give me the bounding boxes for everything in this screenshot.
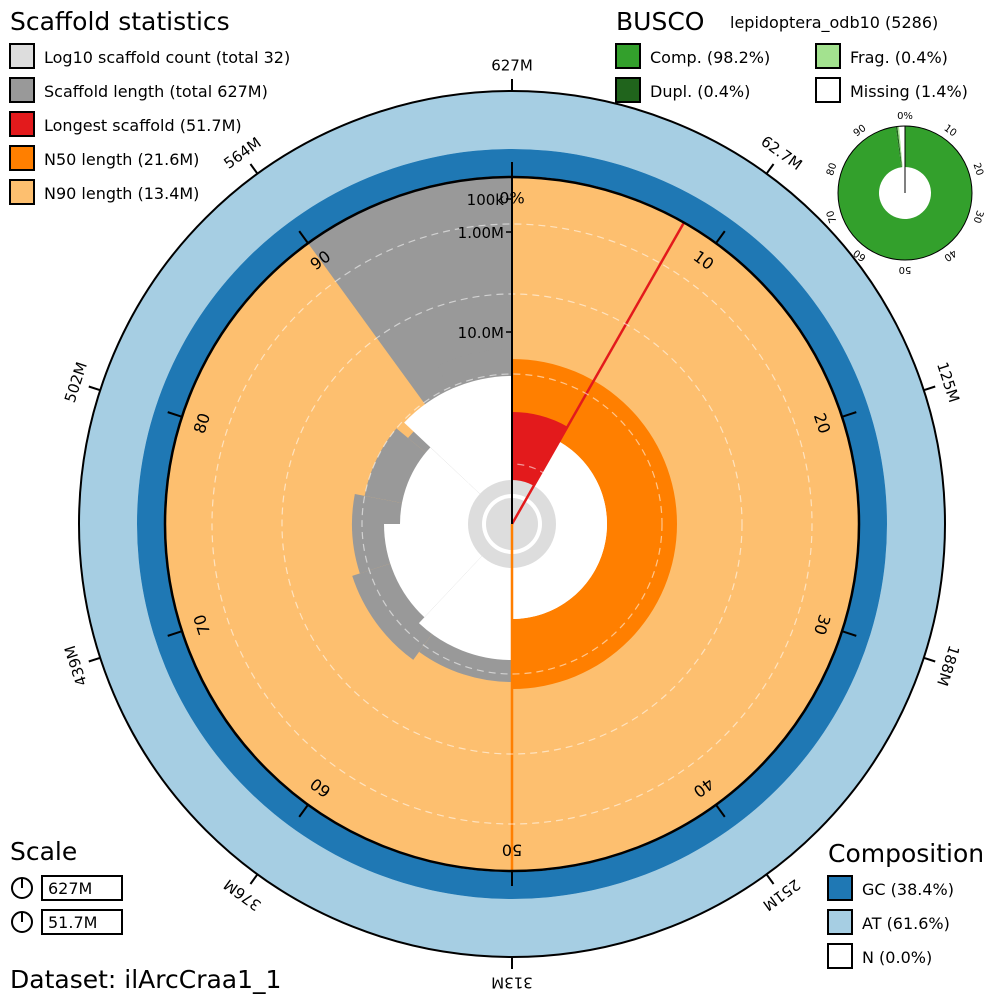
composition-heading: Composition — [828, 839, 984, 868]
busco-tick-label: 70 — [825, 209, 839, 225]
busco-tick-label: 0% — [897, 111, 913, 122]
busco-heading: BUSCO — [616, 7, 704, 36]
legend-swatch — [9, 43, 35, 69]
length-tick-label: 188M — [933, 643, 963, 688]
length-tick — [765, 873, 775, 885]
busco-legend-label: Dupl. (0.4%) — [650, 82, 750, 101]
busco-legend-swatch — [815, 77, 841, 103]
percent-tick — [298, 804, 309, 818]
dataset-label: Dataset: ilArcCraa1_1 — [10, 965, 281, 994]
busco-complete-segment — [838, 126, 973, 260]
legend-swatch — [9, 111, 35, 137]
length-tick-label: 439M — [61, 643, 91, 688]
busco-fragmented-segment — [897, 126, 903, 168]
percent-tick-label: 50 — [502, 841, 522, 860]
scale-heading: Scale — [10, 837, 77, 866]
busco-tick-label: 80 — [825, 162, 839, 178]
busco-legend-label: Comp. (98.2%) — [650, 48, 770, 67]
length-tick — [88, 656, 101, 663]
scale-value: 627M — [48, 879, 92, 898]
percent-tick-label: 0% — [499, 189, 524, 208]
busco-missing-segment — [899, 126, 905, 168]
grid-circle — [361, 373, 663, 675]
legend-label: Log10 scaffold count (total 32) — [44, 48, 290, 67]
n50-band — [512, 359, 677, 689]
composition-label: GC (38.4%) — [862, 880, 954, 899]
length-tick-label: 125M — [933, 360, 963, 405]
percent-tick — [167, 630, 183, 637]
length-tick-label: 627M — [491, 57, 533, 75]
length-tick-label: 251M — [759, 875, 803, 914]
length-tick-label: 313M — [491, 974, 533, 992]
percent-tick — [841, 630, 857, 637]
busco-legend-label: Frag. (0.4%) — [850, 48, 948, 67]
busco-legend-label: Missing (1.4%) — [850, 82, 968, 101]
composition-swatch — [827, 875, 853, 901]
busco-tick-label: 40 — [942, 247, 959, 263]
busco-tick-label: 50 — [899, 264, 912, 275]
composition-label: N (0.0%) — [862, 948, 932, 967]
length-tick-label: 502M — [61, 360, 91, 405]
length-tick — [923, 385, 936, 392]
legend-swatch — [9, 77, 35, 103]
busco-legend-swatch — [615, 77, 641, 103]
length-tick — [88, 385, 101, 392]
grid-circle — [211, 223, 813, 825]
percent-tick — [715, 804, 726, 818]
length-tick-label: 564M — [220, 134, 264, 173]
snail-plot-main: 0%102030405060708090627M62.7M125M188M251… — [61, 57, 963, 992]
radial-tick-label: 10.0M — [458, 324, 504, 342]
plot-interior — [512, 441, 608, 619]
busco-legend-swatch — [815, 43, 841, 69]
radial-tick-label: 1.00M — [458, 224, 504, 242]
percent-tick — [841, 411, 857, 418]
busco-tick-label: 90 — [852, 123, 869, 139]
length-tick — [765, 163, 775, 175]
length-tick-label: 62.7M — [757, 132, 805, 174]
legend-swatch — [9, 179, 35, 205]
length-tick — [249, 163, 259, 175]
legend-swatch — [9, 145, 35, 171]
scale-box — [41, 909, 123, 935]
scale-box — [41, 875, 123, 901]
percent-tick — [298, 230, 309, 244]
scaffold-stats-heading: Scaffold statistics — [10, 7, 230, 36]
longest-scaffold-line — [510, 221, 686, 525]
composition-label: AT (61.6%) — [862, 914, 950, 933]
legend-label: Scaffold length (total 627M) — [44, 82, 268, 101]
legend-label: N90 length (13.4M) — [44, 184, 199, 203]
plot-interior — [404, 376, 512, 524]
percent-tick — [167, 411, 183, 418]
length-tick-label: 376M — [220, 875, 264, 914]
busco-tick-label: 20 — [971, 162, 985, 178]
scale-value: 51.7M — [48, 913, 97, 932]
busco-legend-swatch — [615, 43, 641, 69]
busco-tick-label: 10 — [942, 123, 959, 139]
busco-duplicated-segment — [895, 126, 903, 168]
busco-lineage: lepidoptera_odb10 (5286) — [730, 13, 938, 33]
composition-swatch — [827, 943, 853, 969]
legends: Scaffold statistics Log10 scaffold count… — [9, 7, 984, 994]
busco-tick-label: 30 — [971, 209, 985, 225]
legend-label: Longest scaffold (51.7M) — [44, 116, 242, 135]
length-tick — [249, 873, 259, 885]
radial-tick-label: 100k — [467, 191, 505, 209]
length-tick — [923, 656, 936, 663]
legend-label: N50 length (21.6M) — [44, 150, 199, 169]
composition-swatch — [827, 909, 853, 935]
percent-tick — [715, 230, 726, 244]
